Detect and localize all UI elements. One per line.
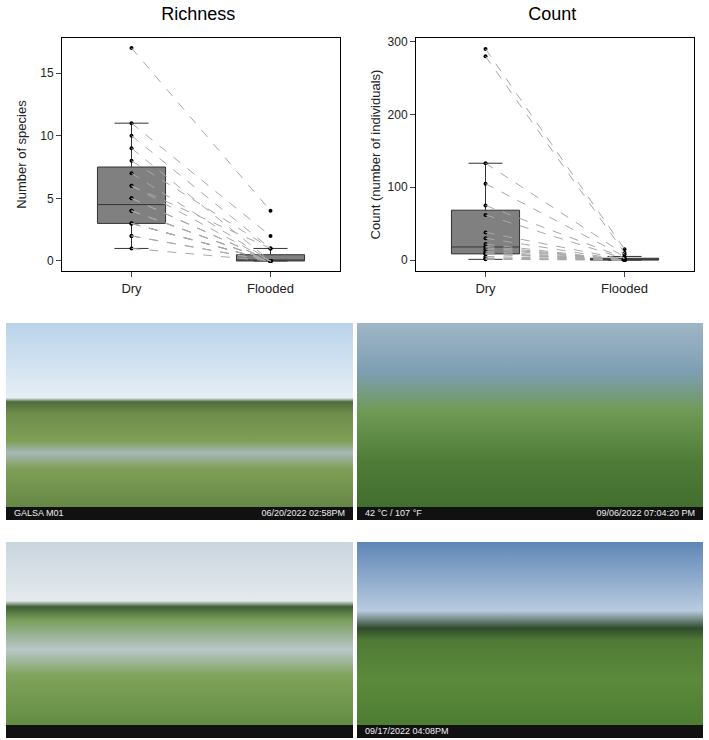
html-text:09/17/2022 04:08PM: 09/17/2022 04:08PM bbox=[365, 726, 449, 736]
html-text:06/20/2022 02:58PM: 06/20/2022 02:58PM bbox=[261, 508, 345, 518]
svg-text:5: 5 bbox=[47, 192, 54, 206]
svg-text:Flooded: Flooded bbox=[601, 281, 648, 296]
svg-text:0: 0 bbox=[47, 254, 54, 268]
svg-text:10: 10 bbox=[40, 129, 54, 143]
svg-text:Count (number of individuals): Count (number of individuals) bbox=[368, 70, 383, 240]
html-text:42 °C / 107 °F: 42 °C / 107 °F bbox=[365, 508, 422, 518]
svg-text:300: 300 bbox=[388, 35, 408, 49]
svg-text:100: 100 bbox=[388, 180, 408, 194]
svg-text:Count: Count bbox=[528, 4, 576, 24]
svg-text:Dry: Dry bbox=[121, 281, 142, 296]
svg-text:Number of species: Number of species bbox=[14, 100, 29, 209]
html-text:09/06/2022 07:04:20 PM: 09/06/2022 07:04:20 PM bbox=[596, 508, 695, 518]
svg-text:0: 0 bbox=[401, 253, 408, 267]
svg-text:Dry: Dry bbox=[475, 281, 496, 296]
svg-text:15: 15 bbox=[40, 66, 54, 80]
svg-text:200: 200 bbox=[388, 108, 408, 122]
svg-text:Flooded: Flooded bbox=[247, 281, 294, 296]
html-text:GALSA M01: GALSA M01 bbox=[14, 508, 64, 518]
svg-text:Richness: Richness bbox=[161, 4, 235, 24]
